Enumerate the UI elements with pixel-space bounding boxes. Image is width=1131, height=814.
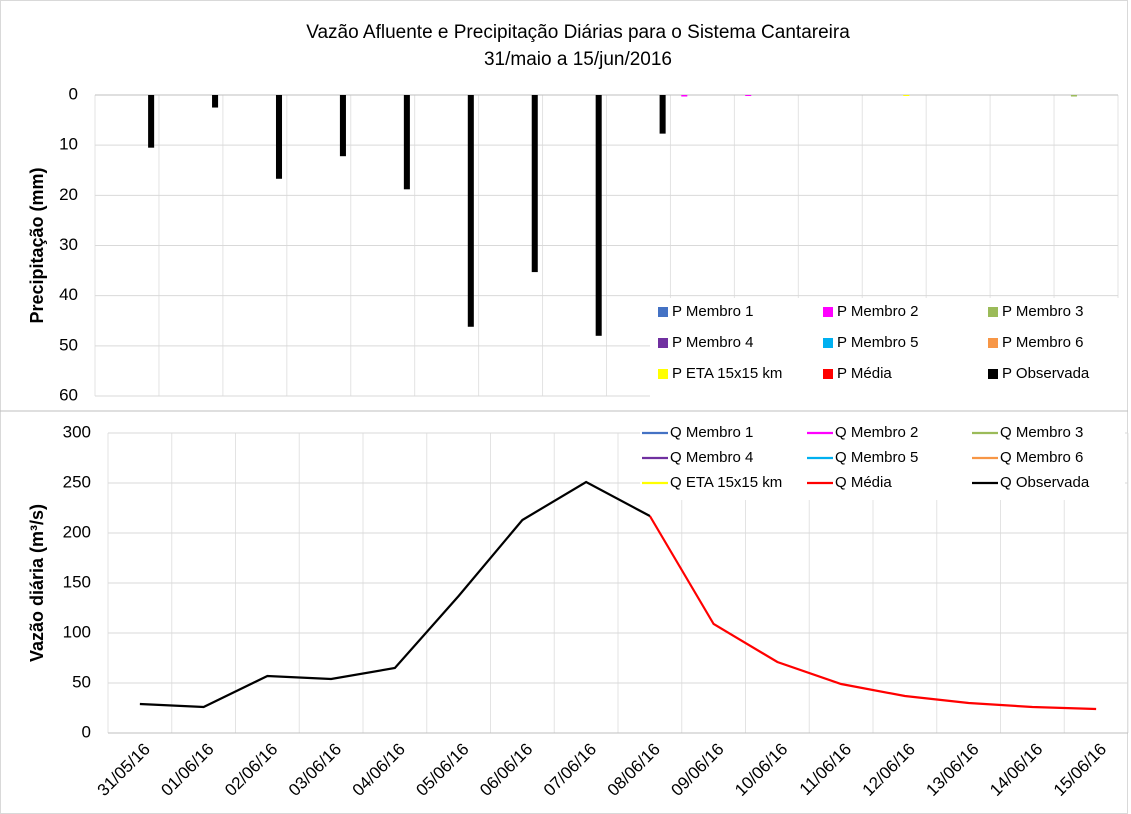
legend-label: P Membro 2 — [837, 303, 918, 320]
bar — [339, 95, 346, 157]
y-tick-label: 50 — [72, 672, 91, 691]
y-tick-label: 0 — [69, 84, 78, 103]
legend-label: Q Observada — [1000, 474, 1090, 491]
legend-swatch — [823, 307, 833, 317]
legend-label: P Membro 4 — [672, 334, 753, 351]
bar — [403, 95, 410, 190]
legend-swatch — [988, 369, 998, 379]
legend-label: Q Membro 2 — [835, 424, 918, 441]
legend-label: P Membro 3 — [1002, 303, 1083, 320]
legend-label: Q Membro 1 — [670, 424, 753, 441]
legend-swatch — [988, 338, 998, 348]
legend-label: Q ETA 15x15 km — [670, 474, 782, 491]
bar — [467, 95, 474, 327]
legend-swatch — [823, 338, 833, 348]
y-tick-label: 10 — [59, 135, 78, 154]
legend-swatch — [658, 307, 668, 317]
bar — [148, 95, 155, 148]
y-tick-label: 300 — [63, 422, 91, 441]
bar — [659, 95, 666, 134]
legend-label: Q Membro 6 — [1000, 449, 1083, 466]
legend-label: Q Membro 5 — [835, 449, 918, 466]
bar — [745, 95, 752, 97]
chart-subtitle: 31/maio a 15/jun/2016 — [484, 49, 672, 70]
legend-swatch — [658, 338, 668, 348]
y-tick-label: 20 — [59, 185, 78, 204]
legend-swatch — [823, 369, 833, 379]
y-tick-label: 100 — [63, 622, 91, 641]
bar — [1070, 95, 1077, 97]
bar — [903, 95, 910, 97]
bar — [275, 95, 283, 179]
legend-label: P Membro 5 — [837, 334, 918, 351]
bar — [531, 95, 538, 273]
legend-label: P Observada — [1002, 365, 1090, 382]
legend-label: Q Média — [835, 474, 892, 491]
bar — [595, 95, 602, 336]
legend-swatch — [988, 307, 998, 317]
y-tick-label: 40 — [59, 285, 78, 304]
y-tick-label: 60 — [59, 385, 78, 404]
chart-title: Vazão Afluente e Precipitação Diárias pa… — [306, 22, 850, 43]
legend-label: P Membro 6 — [1002, 334, 1083, 351]
y-tick-label: 0 — [82, 722, 91, 741]
bar — [212, 95, 219, 108]
line-series — [648, 515, 1097, 711]
legend-swatch — [658, 369, 668, 379]
legend-box — [640, 419, 1125, 500]
legend-label: Q Membro 3 — [1000, 424, 1083, 441]
legend-label: P Membro 1 — [672, 303, 753, 320]
y-tick-label: 30 — [59, 235, 78, 254]
legend-label: P ETA 15x15 km — [672, 365, 782, 382]
y-tick-label: 50 — [59, 335, 78, 354]
legend-label: Q Membro 4 — [670, 449, 753, 466]
y-tick-label: 150 — [63, 572, 91, 591]
y-axis-label: Vazão diária (m³/s) — [27, 504, 47, 662]
bar — [681, 95, 688, 97]
y-tick-label: 250 — [63, 472, 91, 491]
legend-label: P Média — [837, 365, 892, 382]
legend-box — [650, 298, 1120, 397]
line-series — [139, 480, 651, 709]
y-axis-label: Precipitação (mm) — [27, 167, 47, 323]
y-tick-label: 200 — [63, 522, 91, 541]
